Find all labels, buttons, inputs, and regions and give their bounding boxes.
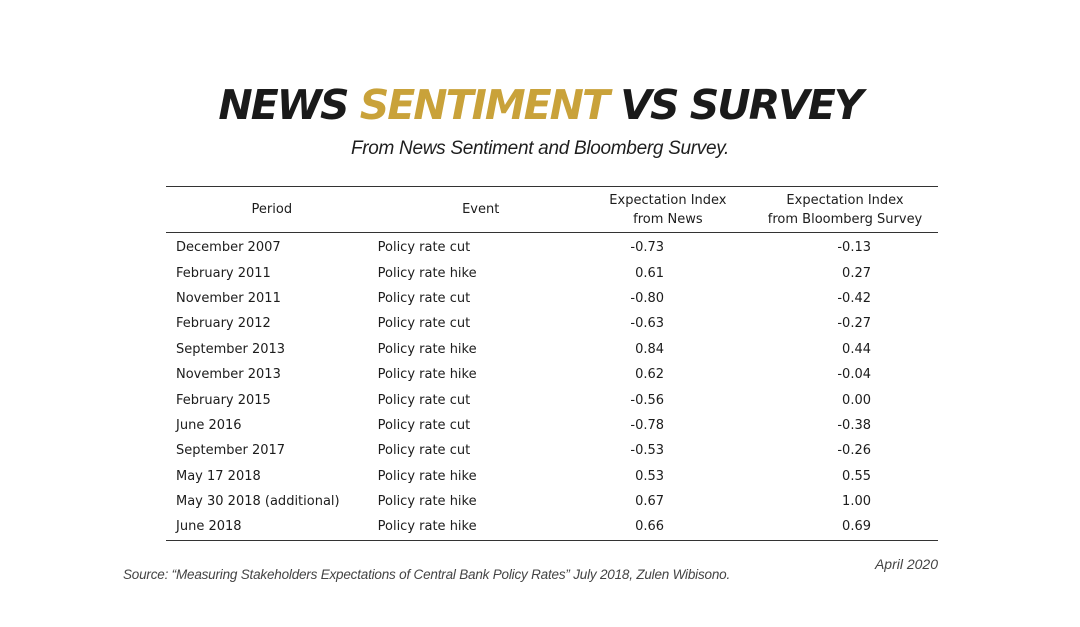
cell-news-index: 0.53 [635, 468, 665, 484]
cell-event: Policy rate cut [377, 443, 471, 459]
cell-news-index: -0.56 [630, 392, 665, 408]
cell-period: June 2016 [176, 417, 242, 433]
cell-news-index: -0.80 [630, 290, 665, 306]
cell-event: Policy rate cut [377, 240, 471, 256]
cell-period: June 2018 [176, 519, 242, 535]
cell-news-index: -0.53 [630, 443, 665, 459]
data-table-container: Period Event Expectation Index from News … [166, 186, 938, 541]
cell-survey-index: -0.27 [837, 316, 871, 332]
cell-event: Policy rate hike [377, 341, 477, 357]
cell-news-index: 0.67 [635, 494, 665, 510]
column-header-event: Event [462, 202, 500, 217]
table-row: December 2007 Policy rate cut -0.73 -0.13 [166, 233, 938, 261]
table-row: February 2011 Policy rate hike 0.61 0.27 [166, 260, 938, 285]
cell-period: February 2011 [176, 265, 271, 281]
column-header-survey: Expectation Index from Bloomberg Survey [752, 187, 938, 233]
cell-news-index: 0.61 [635, 265, 665, 281]
cell-period: November 2011 [176, 290, 281, 306]
table-row: November 2011 Policy rate cut -0.80 -0.42 [166, 286, 938, 311]
cell-survey-index: -0.38 [837, 417, 871, 433]
column-header-news-line1: Expectation Index [609, 192, 727, 208]
header-row: Period Event Expectation Index from News … [166, 186, 938, 233]
cell-news-index: 0.62 [635, 367, 665, 383]
cell-survey-index: -0.42 [837, 290, 871, 306]
cell-period: May 17 2018 [176, 468, 261, 484]
cell-period: September 2013 [176, 341, 286, 357]
cell-event: Policy rate cut [377, 290, 471, 306]
table-row: September 2013 Policy rate hike 0.84 0.44 [166, 337, 938, 362]
title-part-1: NEWS [218, 81, 360, 129]
table-row: June 2016 Policy rate cut -0.78 -0.38 [166, 413, 938, 438]
table-row: September 2017 Policy rate cut -0.53 -0.26 [166, 438, 938, 463]
cell-event: Policy rate hike [377, 494, 477, 510]
table-row: February 2012 Policy rate cut -0.63 -0.27 [166, 311, 938, 336]
cell-period: May 30 2018 (additional) [176, 494, 340, 510]
cell-event: Policy rate hike [377, 468, 477, 484]
cell-survey-index: 1.00 [842, 494, 871, 510]
title-part-2: VS SURVEY [607, 81, 863, 129]
expectation-table: Period Event Expectation Index from News … [166, 186, 938, 541]
cell-survey-index: -0.26 [837, 443, 871, 459]
cell-survey-index: 0.55 [842, 468, 871, 484]
title-accent: SENTIMENT [359, 81, 610, 129]
cell-event: Policy rate hike [377, 367, 477, 383]
cell-news-index: 0.84 [635, 341, 665, 357]
table-row: May 17 2018 Policy rate hike 0.53 0.55 [166, 464, 938, 489]
cell-news-index: -0.78 [630, 417, 665, 433]
table-row: February 2015 Policy rate cut -0.56 0.00 [166, 387, 938, 412]
cell-survey-index: 0.44 [842, 341, 871, 357]
cell-event: Policy rate cut [377, 392, 471, 408]
source-note: Source: “Measuring Stakeholders Expectat… [123, 567, 730, 582]
table-row: November 2013 Policy rate hike 0.62 -0.04 [166, 362, 938, 387]
cell-survey-index: 0.00 [842, 392, 871, 408]
column-header-news-line2: from News [633, 211, 703, 227]
cell-survey-index: 0.27 [842, 265, 871, 281]
cell-survey-index: -0.04 [837, 367, 871, 383]
cell-event: Policy rate cut [377, 417, 471, 433]
table-header: Period Event Expectation Index from News … [166, 186, 938, 233]
table-body: December 2007 Policy rate cut -0.73 -0.13 Fe… [166, 233, 938, 541]
table-row: May 30 2018 (additional) Policy rate hike… [166, 489, 938, 514]
table-row: June 2018 Policy rate hike 0.66 0.69 [166, 514, 938, 541]
page-title: NEWS SENTIMENT VS SURVEY [0, 78, 1080, 132]
cell-period: February 2012 [176, 316, 271, 332]
page-subtitle: From News Sentiment and Bloomberg Survey… [350, 138, 730, 159]
column-header-survey-line2: from Bloomberg Survey [767, 211, 923, 227]
cell-period: November 2013 [176, 367, 281, 383]
date-label: April 2020 [874, 556, 938, 572]
cell-event: Policy rate hike [377, 265, 477, 281]
cell-period: December 2007 [176, 240, 281, 256]
cell-survey-index: -0.13 [837, 240, 871, 256]
cell-news-index: -0.63 [630, 316, 665, 332]
column-header-survey-line1: Expectation Index [786, 192, 904, 208]
cell-news-index: 0.66 [635, 519, 665, 535]
cell-survey-index: 0.69 [842, 519, 871, 535]
column-header-period: Period [251, 202, 293, 217]
cell-news-index: -0.73 [630, 240, 665, 256]
cell-period: September 2017 [176, 443, 286, 459]
cell-period: February 2015 [176, 392, 271, 408]
column-header-news: Expectation Index from News [584, 187, 752, 233]
cell-event: Policy rate cut [377, 316, 471, 332]
cell-event: Policy rate hike [377, 519, 477, 535]
